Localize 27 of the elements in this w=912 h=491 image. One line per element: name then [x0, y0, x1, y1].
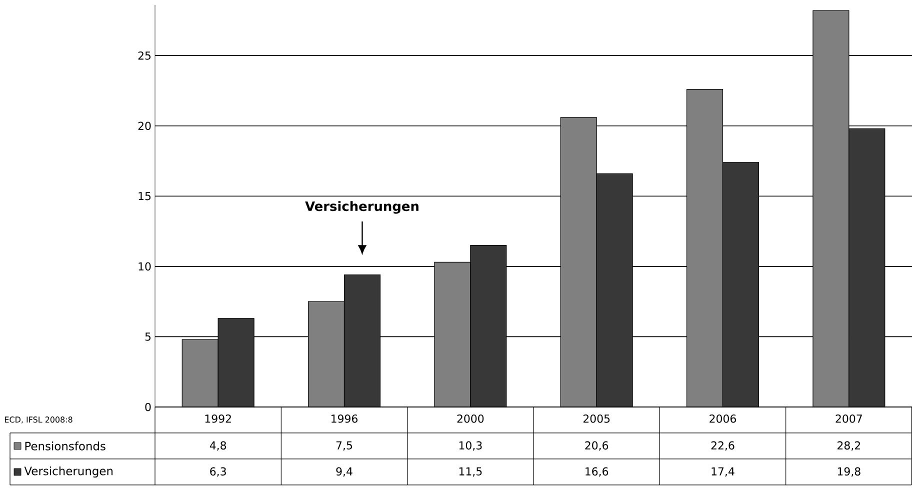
data-label: 28,2: [838, 441, 860, 451]
y-tick-label: 0: [145, 402, 151, 412]
y-tick-label: 25: [138, 51, 151, 60]
data-label: 19,8: [838, 467, 860, 477]
x-tick-label: 1996: [332, 414, 358, 423]
x-tick-label: 1992: [205, 414, 231, 423]
y-tick-label: 20: [138, 122, 151, 130]
x-tick-label: 2005: [583, 414, 610, 423]
data-label: 22,6: [711, 441, 734, 451]
data-label: 4,8: [210, 441, 226, 451]
annotation: Versicherungen: [305, 201, 418, 214]
y-tick-label: 5: [145, 332, 151, 341]
data-label: 10,3: [459, 441, 482, 451]
data-label: 9,4: [336, 467, 352, 477]
data-label: 7,5: [336, 441, 352, 451]
x-tick-label: 2000: [457, 414, 484, 423]
data-label: 16,6: [586, 467, 608, 477]
x-tick-label: 2007: [836, 414, 862, 423]
legend-label: Versicherungen: [24, 466, 113, 478]
data-label: 11,5: [459, 467, 482, 477]
data-label: 17,4: [712, 467, 734, 477]
data-label: 20,6: [585, 441, 608, 451]
y-tick-label: 15: [138, 192, 151, 200]
x-tick-label: 2006: [710, 414, 736, 423]
data-label: 6,3: [210, 467, 226, 477]
legend-label: Pensionsfonds: [25, 442, 106, 450]
y-tick-label: 10: [138, 262, 151, 271]
